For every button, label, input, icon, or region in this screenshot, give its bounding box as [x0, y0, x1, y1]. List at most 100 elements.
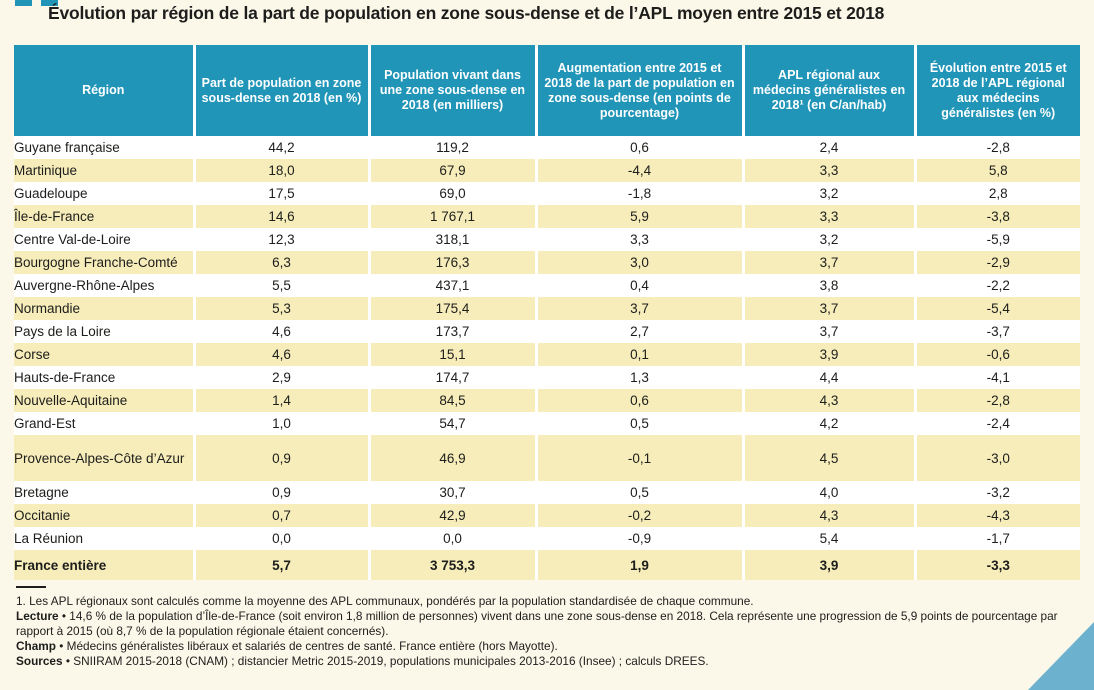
value-cell: 3,9 [741, 343, 915, 366]
value-cell: 1,4 [192, 389, 369, 412]
value-cell: -2,2 [913, 274, 1080, 297]
footnotes: 1. Les APL régionaux sont calculés comme… [16, 586, 1082, 669]
value-cell: 4,6 [192, 343, 369, 366]
region-cell: Nouvelle-Aquitaine [14, 389, 194, 412]
value-cell: 14,6 [192, 205, 369, 228]
table-total-row: France entière 5,7 3 753,3 1,9 3,9 -3,3 [14, 550, 1080, 580]
value-cell: 3 753,3 [367, 550, 536, 580]
value-cell: -3,7 [913, 320, 1080, 343]
value-cell: 69,0 [367, 182, 536, 205]
footnote-label: Champ [16, 639, 56, 653]
value-cell: 6,3 [192, 251, 369, 274]
value-cell: 1,0 [192, 412, 369, 435]
value-cell: -0,2 [534, 504, 743, 527]
value-cell: -4,4 [534, 159, 743, 182]
value-cell: 4,5 [741, 435, 915, 481]
value-cell: -3,8 [913, 205, 1080, 228]
value-cell: -2,9 [913, 251, 1080, 274]
footnote-divider [16, 586, 46, 588]
footnote-line: Lecture • 14,6 % de la population d’Île-… [16, 609, 1082, 639]
region-cell: France entière [14, 550, 194, 580]
value-cell: 67,9 [367, 159, 536, 182]
value-cell: 3,9 [741, 550, 915, 580]
region-cell: La Réunion [14, 527, 194, 550]
value-cell: 3,3 [741, 205, 915, 228]
column-header-population-milliers: Population vivant dans une zone sous-den… [367, 45, 536, 136]
value-cell: 0,4 [534, 274, 743, 297]
regions-table: Région Part de population en zone sous-d… [14, 45, 1080, 580]
value-cell: 0,6 [534, 389, 743, 412]
table-row: Martinique 18,0 67,9 -4,4 3,3 5,8 [14, 159, 1080, 182]
value-cell: -0,9 [534, 527, 743, 550]
region-cell: Île-de-France [14, 205, 194, 228]
value-cell: 3,7 [741, 320, 915, 343]
corner-square-decoration [15, 0, 32, 6]
value-cell: -5,9 [913, 228, 1080, 251]
value-cell: 0,1 [534, 343, 743, 366]
value-cell: 5,3 [192, 297, 369, 320]
value-cell: -2,8 [913, 136, 1080, 159]
value-cell: 175,4 [367, 297, 536, 320]
footnote-label: Lecture [16, 609, 59, 623]
value-cell: 3,2 [741, 228, 915, 251]
corner-square-decoration [41, 0, 58, 6]
value-cell: 5,4 [741, 527, 915, 550]
value-cell: 174,7 [367, 366, 536, 389]
value-cell: 3,8 [741, 274, 915, 297]
value-cell: 4,0 [741, 481, 915, 504]
value-cell: 1,9 [534, 550, 743, 580]
footnote-line: Sources • SNIIRAM 2015-2018 (CNAM) ; dis… [16, 654, 1082, 669]
region-cell: Guyane française [14, 136, 194, 159]
region-cell: Bretagne [14, 481, 194, 504]
table-row: Auvergne-Rhône-Alpes 5,5 437,1 0,4 3,8 -2,2 [14, 274, 1080, 297]
table-row: Guyane française 44,2 119,2 0,6 2,4 -2,8 [14, 136, 1080, 159]
value-cell: 4,6 [192, 320, 369, 343]
table-row: Normandie 5,3 175,4 3,7 3,7 -5,4 [14, 297, 1080, 320]
table-row: Occitanie 0,7 42,9 -0,2 4,3 -4,3 [14, 504, 1080, 527]
value-cell: 5,8 [913, 159, 1080, 182]
value-cell: 2,9 [192, 366, 369, 389]
table-row: Nouvelle-Aquitaine 1,4 84,5 0,6 4,3 -2,8 [14, 389, 1080, 412]
value-cell: 3,3 [741, 159, 915, 182]
table-row: Hauts-de-France 2,9 174,7 1,3 4,4 -4,1 [14, 366, 1080, 389]
value-cell: 44,2 [192, 136, 369, 159]
header-row: Région Part de population en zone sous-d… [14, 45, 1080, 136]
value-cell: 0,7 [192, 504, 369, 527]
value-cell: -1,8 [534, 182, 743, 205]
value-cell: 1 767,1 [367, 205, 536, 228]
value-cell: 1,3 [534, 366, 743, 389]
value-cell: 5,5 [192, 274, 369, 297]
value-cell: 3,2 [741, 182, 915, 205]
value-cell: -3,0 [913, 435, 1080, 481]
value-cell: 2,7 [534, 320, 743, 343]
value-cell: 30,7 [367, 481, 536, 504]
value-cell: 4,3 [741, 389, 915, 412]
value-cell: 0,6 [534, 136, 743, 159]
value-cell: 173,7 [367, 320, 536, 343]
value-cell: 4,3 [741, 504, 915, 527]
value-cell: 4,2 [741, 412, 915, 435]
footnote-text: 1. Les APL régionaux sont calculés comme… [16, 594, 754, 608]
table-row: Guadeloupe 17,5 69,0 -1,8 3,2 2,8 [14, 182, 1080, 205]
value-cell: 0,9 [192, 481, 369, 504]
value-cell: 54,7 [367, 412, 536, 435]
value-cell: 2,4 [741, 136, 915, 159]
column-header-apl-regional: APL régional aux médecins généralistes e… [741, 45, 915, 136]
value-cell: -1,7 [913, 527, 1080, 550]
value-cell: 17,5 [192, 182, 369, 205]
footnote-line: Champ • Médecins généralistes libéraux e… [16, 639, 1082, 654]
table-row: Île-de-France 14,6 1 767,1 5,9 3,3 -3,8 [14, 205, 1080, 228]
value-cell: -5,4 [913, 297, 1080, 320]
value-cell: 318,1 [367, 228, 536, 251]
value-cell: 0,9 [192, 435, 369, 481]
region-cell: Pays de la Loire [14, 320, 194, 343]
table-header: Région Part de population en zone sous-d… [14, 45, 1080, 136]
value-cell: -2,4 [913, 412, 1080, 435]
region-cell: Centre Val-de-Loire [14, 228, 194, 251]
value-cell: -0,6 [913, 343, 1080, 366]
value-cell: 42,9 [367, 504, 536, 527]
table-row: Centre Val-de-Loire 12,3 318,1 3,3 3,2 -5,9 [14, 228, 1080, 251]
table-row: Pays de la Loire 4,6 173,7 2,7 3,7 -3,7 [14, 320, 1080, 343]
column-header-augmentation: Augmentation entre 2015 et 2018 de la pa… [534, 45, 743, 136]
value-cell: 0,5 [534, 412, 743, 435]
